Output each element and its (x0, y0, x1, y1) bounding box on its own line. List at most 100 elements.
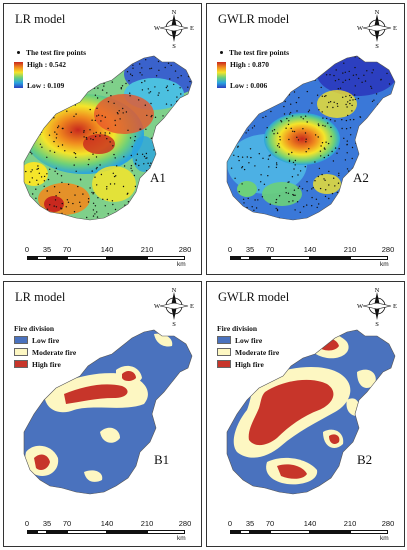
fire-point (117, 113, 119, 115)
fire-point (32, 193, 34, 195)
fire-point (240, 219, 242, 220)
legend-low: Low : 0.109 (27, 81, 65, 90)
fire-point (143, 155, 146, 158)
fire-point (314, 180, 316, 182)
fire-point (72, 202, 74, 205)
fire-point (24, 104, 25, 107)
fire-point (273, 133, 275, 135)
fire-point (334, 185, 336, 187)
fire-point (261, 110, 264, 112)
fire-point (312, 73, 315, 76)
fire-point (37, 165, 39, 167)
scale-tick: 140 (100, 245, 114, 254)
fire-point (30, 104, 32, 107)
fire-point (254, 199, 256, 201)
fire-point (61, 208, 63, 210)
fire-point (318, 109, 320, 111)
compass-rose-icon: N S E W (154, 287, 194, 326)
fire-point (49, 150, 51, 152)
fire-point (39, 143, 42, 145)
fire-point (370, 87, 373, 89)
fire-point (264, 108, 266, 110)
fire-point (297, 222, 298, 223)
fire-point (293, 189, 296, 191)
fire-point (60, 175, 63, 177)
fire-point (281, 64, 284, 66)
fire-point (35, 120, 37, 122)
fire-point (66, 199, 69, 201)
fire-point (358, 77, 360, 80)
fire-point (348, 55, 349, 56)
fire-point (96, 211, 98, 213)
fire-point (242, 215, 244, 217)
high-fire-label: High fire (235, 359, 264, 369)
fire-point (186, 106, 188, 108)
fire-point (336, 152, 338, 154)
fire-point (302, 118, 304, 120)
fire-point (43, 215, 45, 217)
fire-point (179, 149, 181, 152)
fire-point (243, 202, 245, 204)
fire-point (337, 182, 340, 184)
fire-point (245, 132, 247, 134)
fire-division-map-b1 (23, 329, 193, 495)
fire-point (164, 167, 167, 169)
panel-a2-label: A2 (353, 170, 369, 185)
fire-point (73, 152, 75, 154)
fire-point (311, 188, 313, 190)
fire-point (53, 74, 56, 77)
fire-point (61, 75, 63, 77)
fire-point (138, 99, 140, 101)
fire-point (87, 201, 90, 203)
fire-point (390, 187, 392, 189)
fire-point (299, 76, 301, 79)
fire-point (56, 133, 58, 135)
fire-point (30, 145, 33, 147)
fire-point (159, 195, 161, 198)
fire-point (378, 156, 380, 158)
fire-point (120, 88, 123, 90)
fire-point (367, 222, 368, 223)
fire-point (134, 135, 136, 138)
fire-point (363, 74, 365, 77)
scale-unit: km (177, 261, 186, 268)
fire-point (347, 101, 349, 103)
fire-point (350, 134, 352, 136)
scale-tick: 210 (140, 519, 154, 528)
fire-point (352, 74, 355, 77)
fire-point (396, 160, 397, 161)
probability-gradient (14, 62, 23, 88)
fire-point (375, 93, 378, 95)
fire-point (46, 190, 48, 192)
fire-point (135, 202, 137, 204)
fire-point (52, 104, 55, 106)
fire-point (167, 62, 170, 64)
fire-point (269, 87, 272, 89)
scale-tick: 70 (62, 519, 72, 528)
fire-point (321, 142, 324, 144)
fire-point (38, 95, 40, 97)
fire-point (247, 197, 249, 200)
panel-b2-title: GWLR model (218, 290, 290, 304)
fire-point (180, 212, 183, 214)
scale-tick: 70 (62, 245, 72, 254)
fire-point (385, 135, 387, 138)
fire-point (355, 209, 357, 212)
fire-point (323, 156, 325, 159)
fire-point (299, 73, 301, 76)
fire-point (193, 115, 194, 116)
fire-point (36, 100, 39, 102)
fire-point (244, 113, 246, 115)
fire-point (31, 169, 33, 171)
fire-point (153, 149, 155, 151)
fire-point (92, 138, 94, 141)
fire-point (286, 73, 289, 75)
fire-point (227, 89, 230, 92)
fire-point (314, 134, 317, 136)
fire-point (314, 161, 316, 163)
fire-point (378, 114, 380, 116)
fire-point (145, 157, 147, 159)
fire-point (190, 110, 192, 113)
fire-point (345, 95, 347, 98)
fire-point (256, 75, 258, 77)
